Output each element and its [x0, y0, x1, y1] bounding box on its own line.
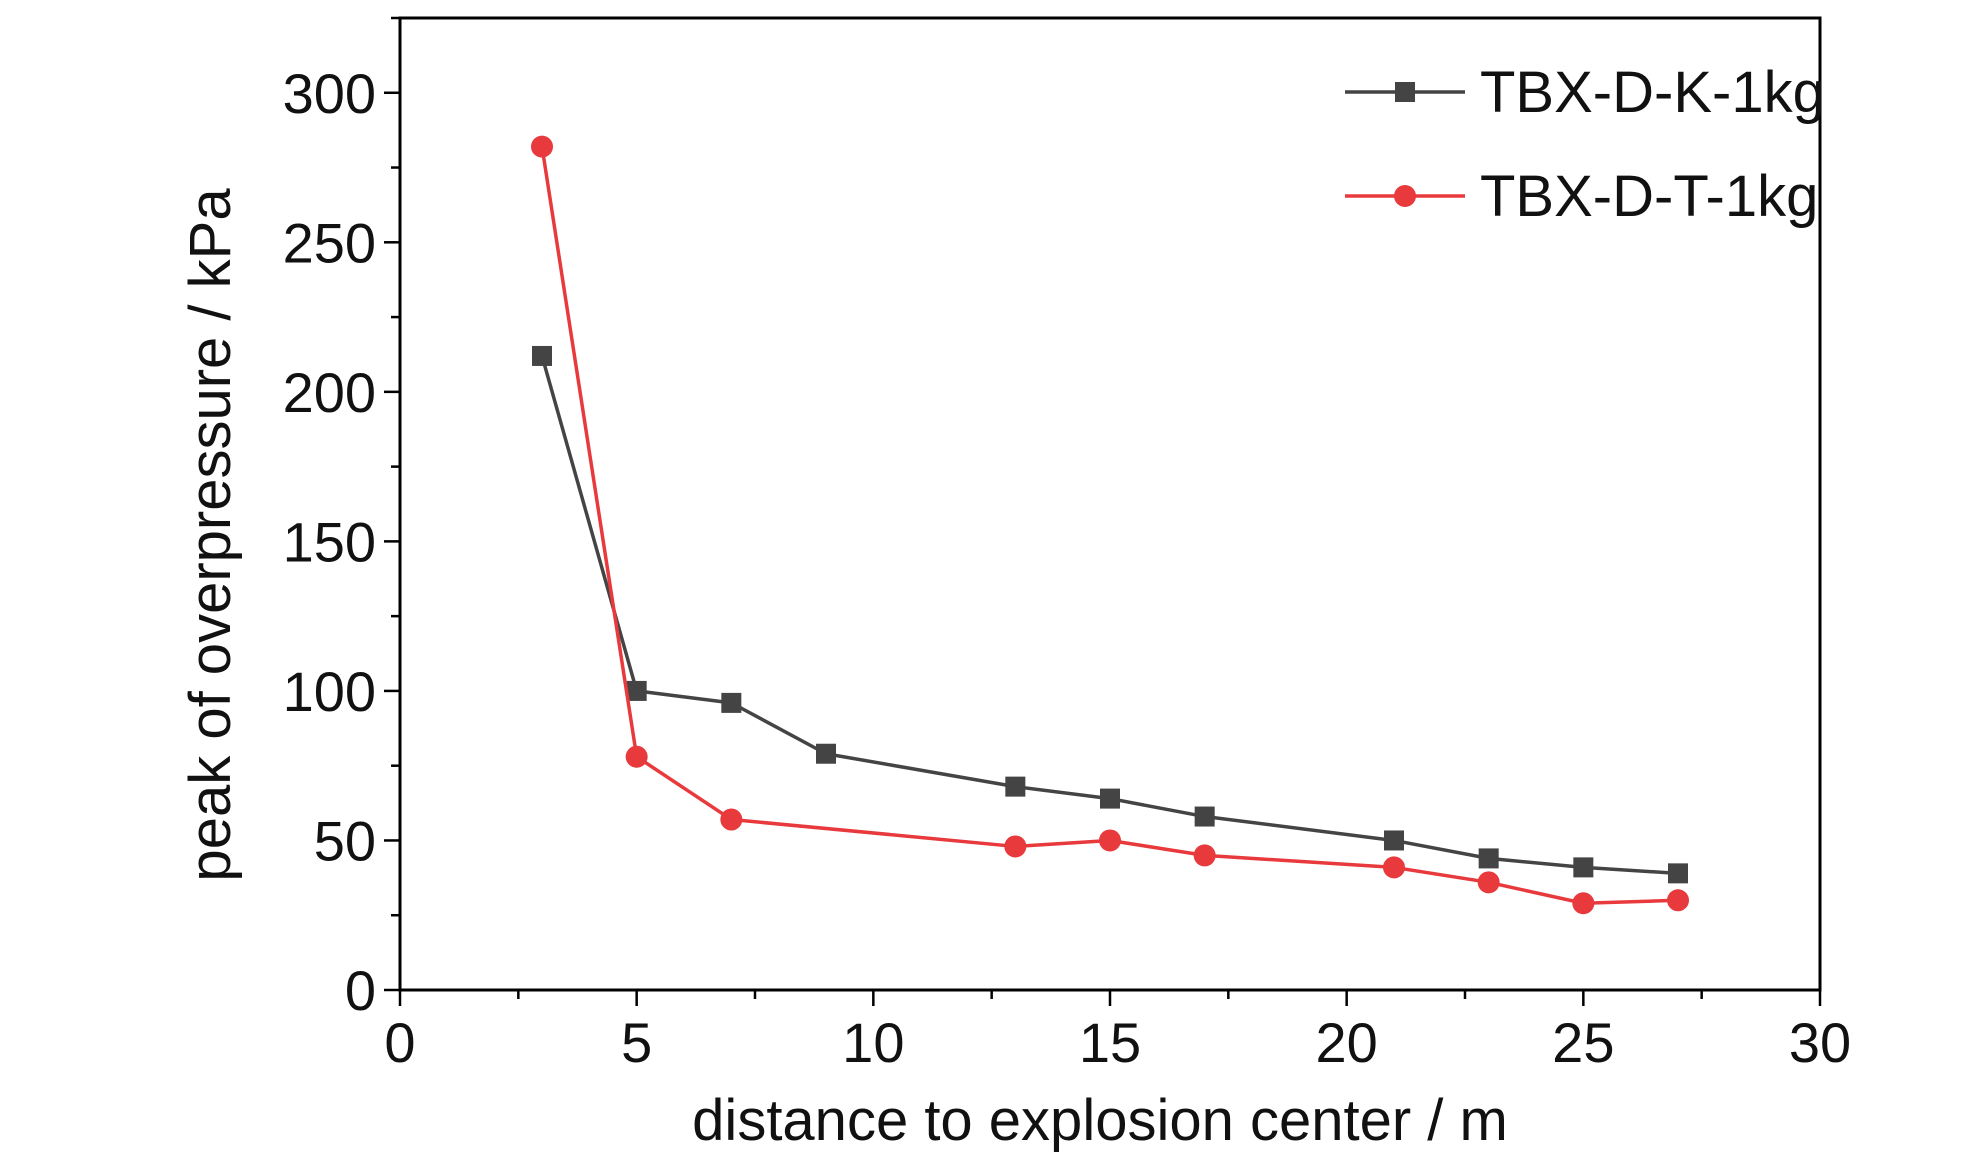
data-point	[721, 692, 742, 713]
data-point	[625, 745, 648, 768]
data-point	[626, 680, 647, 701]
data-point	[1099, 829, 1121, 852]
data-point	[816, 743, 836, 764]
x-tick-label: 10	[842, 1011, 904, 1074]
legend-item: TBX-D-T-1kg	[1345, 164, 1818, 229]
legend-label: TBX-D-K-1kg	[1480, 60, 1825, 125]
data-point	[532, 345, 552, 366]
series-layer	[531, 135, 1689, 915]
series-1	[532, 345, 1688, 884]
data-point	[1194, 806, 1215, 827]
x-tick-label: 5	[621, 1011, 652, 1074]
data-point	[1667, 889, 1689, 912]
y-axis-title: peak of overpressure / kPa	[178, 188, 243, 882]
data-point	[1005, 776, 1026, 797]
x-tick-label: 25	[1552, 1011, 1614, 1074]
x-tick-label: 15	[1079, 1011, 1141, 1074]
series-2	[531, 135, 1689, 915]
y-tick-label: 300	[283, 62, 376, 125]
x-tick-label: 0	[384, 1011, 415, 1074]
data-point	[1383, 856, 1405, 879]
x-axis-ticks: 0 5 10 15 20 25 30	[384, 990, 1851, 1074]
series-line	[540, 146, 1679, 906]
data-point	[1193, 844, 1216, 867]
data-point	[1477, 871, 1500, 894]
y-tick-label: 200	[283, 361, 376, 424]
data-point	[1668, 863, 1688, 884]
x-axis-title: distance to explosion center / m	[692, 1088, 1508, 1153]
data-point	[531, 135, 553, 158]
data-point	[1384, 830, 1404, 851]
data-point	[1573, 857, 1594, 878]
x-tick-label: 30	[1789, 1011, 1851, 1074]
data-point	[1572, 892, 1595, 915]
y-tick-label: 100	[283, 660, 376, 723]
legend-marker	[1395, 82, 1415, 102]
legend-label: TBX-D-T-1kg	[1480, 164, 1818, 229]
y-tick-label: 250	[283, 211, 376, 274]
y-axis-ticks: 0 50 100 150 200 250 300	[283, 16, 400, 1022]
data-point	[1478, 848, 1499, 869]
y-tick-label: 150	[283, 510, 376, 573]
legend-item: TBX-D-K-1kg	[1345, 60, 1825, 125]
data-point	[1004, 835, 1027, 858]
data-point	[720, 808, 743, 831]
legend: TBX-D-K-1kg TBX-D-T-1kg	[1345, 60, 1825, 229]
x-tick-label: 20	[1316, 1011, 1378, 1074]
y-tick-label: 50	[314, 809, 376, 872]
legend-marker	[1394, 185, 1416, 207]
y-tick-label: 0	[345, 959, 376, 1022]
data-point	[1100, 788, 1120, 809]
